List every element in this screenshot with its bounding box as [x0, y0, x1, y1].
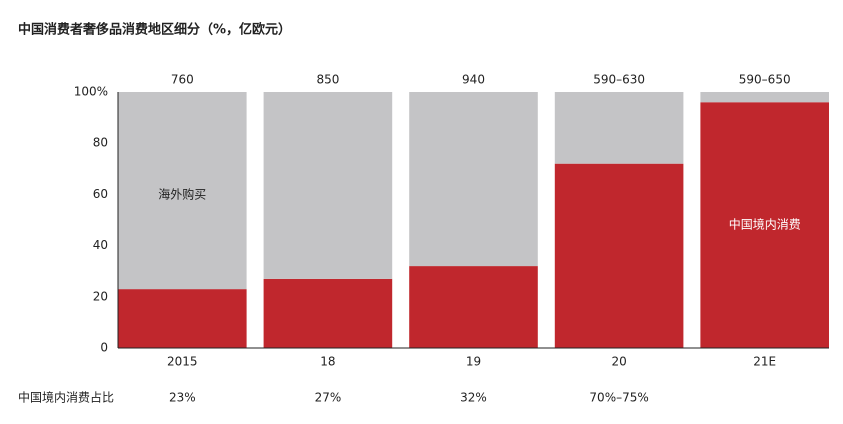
bar-segment: [409, 266, 538, 348]
chart-title: 中国消费者奢侈品消费地区细分（%，亿欧元）: [18, 22, 291, 38]
x-tick-label: 20: [611, 355, 626, 369]
total-label: 850: [316, 73, 339, 87]
bar-segment: [118, 289, 247, 348]
bar-segment: [263, 92, 393, 279]
y-tick-label: 100%: [74, 85, 108, 99]
bar-segment: [700, 102, 829, 349]
total-label: 940: [462, 73, 485, 87]
share-label: 27%: [315, 391, 342, 405]
series-label: 中国境内消费: [729, 217, 801, 232]
bar-segment: [409, 92, 538, 267]
x-tick-label: 19: [466, 355, 481, 369]
y-tick-label: 20: [93, 289, 108, 303]
x-tick-label: 2015: [167, 355, 198, 369]
share-label: 70%–75%: [589, 391, 648, 405]
total-label: 590–650: [739, 73, 791, 87]
series-label: 海外购买: [158, 187, 206, 202]
bar-segment: [554, 163, 684, 348]
x-tick-label: 21E: [753, 355, 776, 369]
bar-segment: [263, 278, 393, 348]
y-tick-label: 60: [93, 187, 108, 201]
y-tick-label: 40: [93, 238, 108, 252]
y-tick-label: 80: [93, 136, 108, 150]
share-label: 23%: [169, 391, 196, 405]
total-label: 590–630: [593, 73, 645, 87]
total-label: 760: [171, 73, 194, 87]
share-label: 32%: [460, 391, 487, 405]
bar-segment: [118, 92, 247, 290]
bar-segment: [554, 92, 684, 164]
y-tick-label: 0: [100, 341, 108, 355]
share-row-label: 中国境内消费占比: [18, 390, 114, 405]
bar-segment: [700, 92, 829, 103]
x-tick-label: 18: [320, 355, 335, 369]
